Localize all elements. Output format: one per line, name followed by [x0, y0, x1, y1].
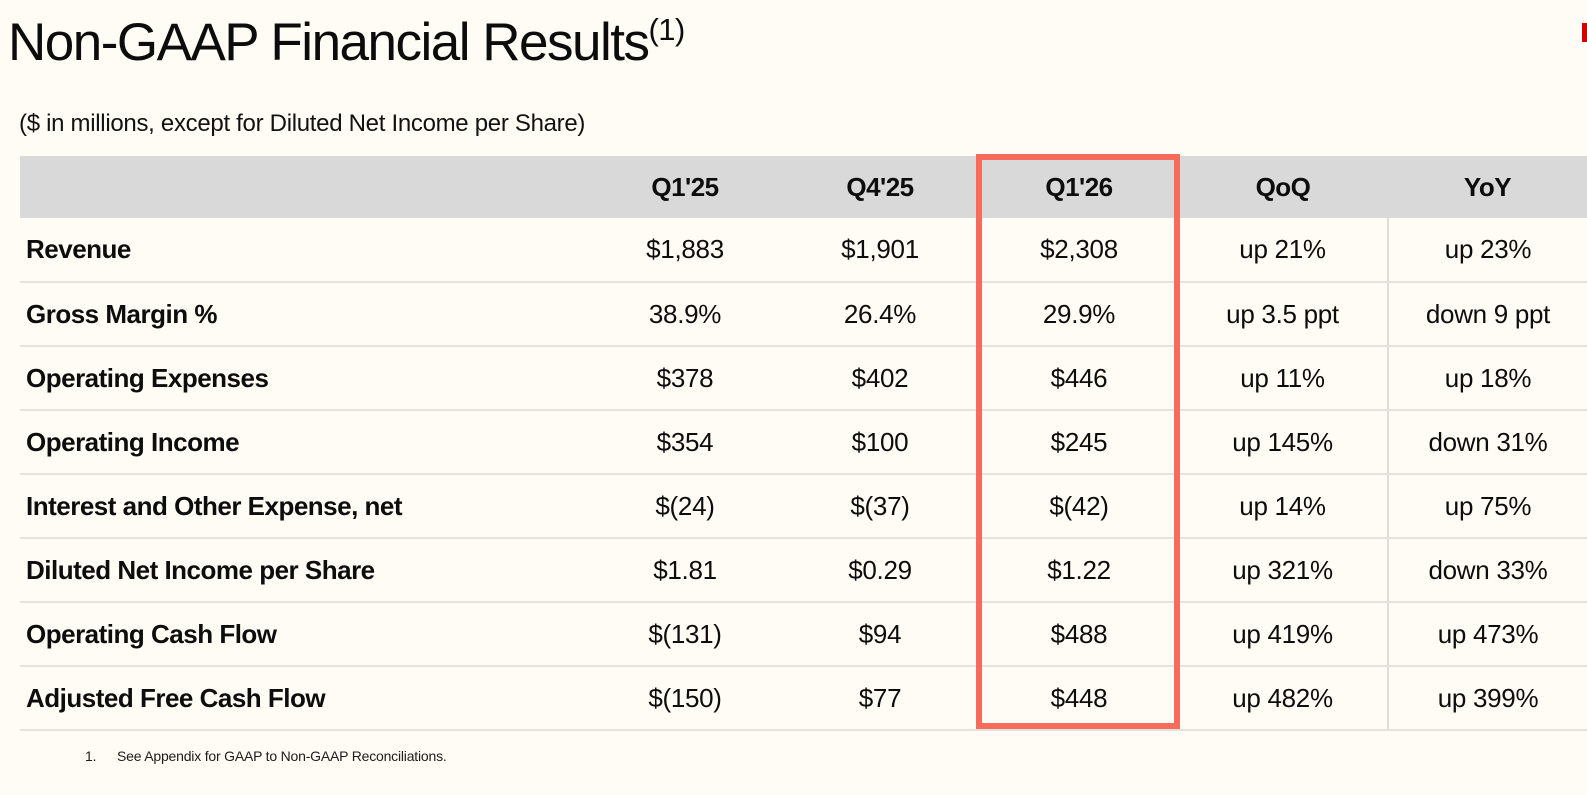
footnote-number: 1. — [85, 748, 97, 764]
cell-q1-26: $245 — [980, 410, 1178, 475]
column-header-q1-26: Q1'26 — [980, 156, 1178, 218]
column-header-yoy: YoY — [1388, 156, 1587, 218]
row-label: Interest and Other Expense, net — [20, 474, 590, 539]
cell-q4-25: $0.29 — [780, 538, 980, 603]
cell-q1-26: $488 — [980, 602, 1178, 667]
cell-yoy: up 399% — [1387, 666, 1587, 731]
table-row-adjusted-free-cash-flow: Adjusted Free Cash Flow $(150) $77 $448 … — [20, 666, 1587, 731]
table-row-diluted-eps: Diluted Net Income per Share $1.81 $0.29… — [20, 538, 1587, 603]
cell-q1-25: $1,883 — [590, 218, 780, 283]
cell-yoy: up 23% — [1387, 218, 1587, 283]
row-label: Operating Income — [20, 410, 590, 475]
cell-yoy: up 473% — [1387, 602, 1587, 667]
cell-yoy: down 31% — [1387, 410, 1587, 475]
cell-yoy: down 33% — [1387, 538, 1587, 603]
table-row-gross-margin: Gross Margin % 38.9% 26.4% 29.9% up 3.5 … — [20, 282, 1587, 347]
cell-qoq: up 482% — [1178, 666, 1388, 731]
cell-yoy: down 9 ppt — [1387, 282, 1587, 347]
cell-q1-25: $1.81 — [590, 538, 780, 603]
row-label: Adjusted Free Cash Flow — [20, 666, 590, 731]
column-header-qoq: QoQ — [1178, 156, 1388, 218]
page-title-text: Non-GAAP Financial Results — [8, 13, 650, 72]
table-header-row: Q1'25 Q4'25 Q1'26 QoQ YoY — [20, 156, 1587, 218]
row-label: Operating Expenses — [20, 346, 590, 411]
footnote-text: See Appendix for GAAP to Non-GAAP Reconc… — [117, 748, 447, 764]
cell-q1-25: $(131) — [590, 602, 780, 667]
table-row-operating-cash-flow: Operating Cash Flow $(131) $94 $488 up 4… — [20, 602, 1587, 667]
cell-q4-25: $77 — [780, 666, 980, 731]
page-title: Non-GAAP Financial Results(1) — [8, 12, 685, 73]
cell-q1-25: 38.9% — [590, 282, 780, 347]
cell-qoq: up 21% — [1178, 218, 1388, 283]
cell-qoq: up 3.5 ppt — [1178, 282, 1388, 347]
cell-qoq: up 419% — [1178, 602, 1388, 667]
cell-q1-26: $448 — [980, 666, 1178, 731]
cell-qoq: up 321% — [1178, 538, 1388, 603]
cell-q4-25: 26.4% — [780, 282, 980, 347]
cell-q1-26: $(42) — [980, 474, 1178, 539]
table-row-operating-expenses: Operating Expenses $378 $402 $446 up 11%… — [20, 346, 1587, 411]
title-footnote-superscript: (1) — [648, 12, 685, 47]
row-label: Gross Margin % — [20, 282, 590, 347]
cell-q1-26: $1.22 — [980, 538, 1178, 603]
cell-yoy: up 75% — [1387, 474, 1587, 539]
footnote: 1. See Appendix for GAAP to Non-GAAP Reco… — [85, 748, 447, 764]
cell-q4-25: $402 — [780, 346, 980, 411]
cell-q4-25: $(37) — [780, 474, 980, 539]
cell-q1-25: $(150) — [590, 666, 780, 731]
cell-qoq: up 11% — [1178, 346, 1388, 411]
cell-q4-25: $94 — [780, 602, 980, 667]
cell-qoq: up 14% — [1178, 474, 1388, 539]
row-label: Operating Cash Flow — [20, 602, 590, 667]
table-row-revenue: Revenue $1,883 $1,901 $2,308 up 21% up 2… — [20, 218, 1587, 283]
cell-q1-25: $354 — [590, 410, 780, 475]
cell-q1-25: $(24) — [590, 474, 780, 539]
column-header-q1-25: Q1'25 — [590, 156, 780, 218]
cell-qoq: up 145% — [1178, 410, 1388, 475]
cell-q1-26: 29.9% — [980, 282, 1178, 347]
financial-results-table: Q1'25 Q4'25 Q1'26 QoQ YoY Revenue $1,883… — [20, 156, 1587, 731]
units-subtitle: ($ in millions, except for Diluted Net I… — [19, 110, 586, 137]
table-row-operating-income: Operating Income $354 $100 $245 up 145% … — [20, 410, 1587, 475]
cell-q1-25: $378 — [590, 346, 780, 411]
row-label: Revenue — [20, 218, 590, 283]
row-label: Diluted Net Income per Share — [20, 538, 590, 603]
cell-q4-25: $100 — [780, 410, 980, 475]
column-header-metric — [20, 156, 590, 218]
table-row-interest-other-expense: Interest and Other Expense, net $(24) $(… — [20, 474, 1587, 539]
cell-q4-25: $1,901 — [780, 218, 980, 283]
cell-q1-26: $2,308 — [980, 218, 1178, 283]
red-corner-logo-mark — [1582, 23, 1587, 42]
cell-yoy: up 18% — [1387, 346, 1587, 411]
column-header-q4-25: Q4'25 — [780, 156, 980, 218]
cell-q1-26: $446 — [980, 346, 1178, 411]
